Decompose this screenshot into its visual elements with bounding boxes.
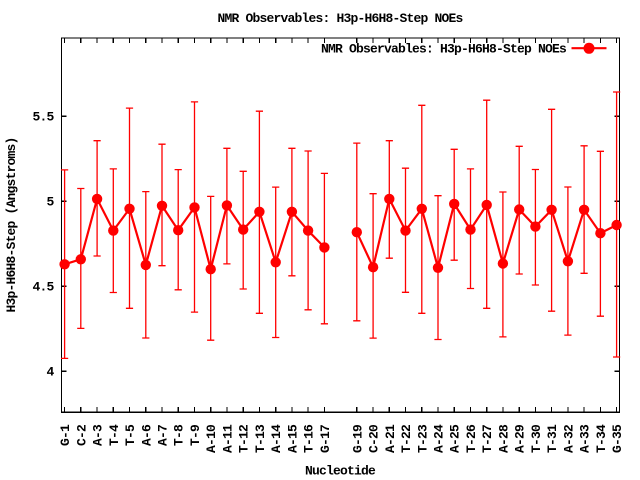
svg-text:G-19: G-19	[350, 424, 365, 453]
svg-text:5: 5	[46, 195, 54, 210]
svg-text:T-13: T-13	[253, 424, 268, 453]
svg-text:A-29: A-29	[513, 424, 528, 453]
svg-text:G-35: G-35	[610, 424, 625, 453]
svg-text:Nucleotide: Nucleotide	[305, 464, 376, 479]
svg-text:T-34: T-34	[594, 424, 609, 453]
svg-text:A-21: A-21	[383, 424, 398, 453]
svg-text:T-16: T-16	[302, 424, 317, 453]
svg-text:T-9: T-9	[188, 424, 203, 446]
svg-text:A-11: A-11	[220, 424, 235, 453]
svg-text:T-30: T-30	[529, 424, 544, 453]
svg-text:A-32: A-32	[561, 424, 576, 453]
svg-text:A-14: A-14	[269, 424, 284, 453]
svg-text:A-3: A-3	[91, 424, 106, 446]
svg-text:NMR Observables: H3p-H6H8-Step: NMR Observables: H3p-H6H8-Step NOEs	[321, 41, 567, 56]
svg-text:G-1: G-1	[58, 424, 73, 446]
svg-text:A-10: A-10	[204, 424, 219, 453]
svg-text:T-27: T-27	[480, 425, 495, 453]
svg-text:T-8: T-8	[172, 424, 187, 446]
svg-text:5.5: 5.5	[32, 110, 54, 125]
svg-text:A-28: A-28	[496, 424, 511, 453]
svg-text:A-7: A-7	[156, 425, 171, 446]
svg-text:4.5: 4.5	[32, 280, 54, 295]
svg-text:T-31: T-31	[545, 424, 560, 453]
svg-text:A-33: A-33	[578, 424, 593, 453]
svg-text:A-25: A-25	[448, 424, 463, 453]
svg-text:A-6: A-6	[139, 424, 154, 446]
svg-text:A-24: A-24	[432, 424, 447, 453]
svg-text:G-17: G-17	[318, 425, 333, 453]
svg-text:C-2: C-2	[74, 424, 89, 446]
svg-text:T-4: T-4	[107, 424, 122, 446]
svg-text:A-15: A-15	[285, 424, 300, 453]
svg-text:T-12: T-12	[237, 424, 252, 453]
svg-text:T-5: T-5	[123, 424, 138, 446]
svg-text:H3p-H6H8-Step (Angstroms): H3p-H6H8-Step (Angstroms)	[4, 137, 19, 312]
svg-text:NMR Observables: H3p-H6H8-Step: NMR Observables: H3p-H6H8-Step NOEs	[217, 11, 463, 26]
svg-text:C-20: C-20	[367, 424, 382, 453]
svg-text:T-23: T-23	[415, 424, 430, 453]
svg-text:T-22: T-22	[399, 424, 414, 453]
svg-text:4: 4	[46, 365, 54, 380]
svg-text:T-26: T-26	[464, 424, 479, 453]
